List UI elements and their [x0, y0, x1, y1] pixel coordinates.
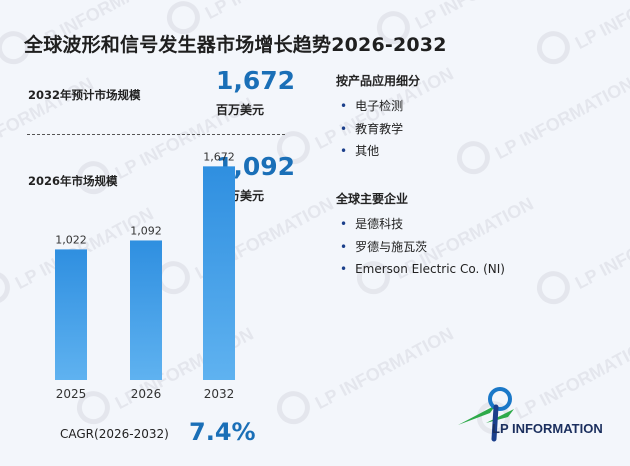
companies-list: 是德科技 罗德与施瓦茨 Emerson Electric Co. (NI): [340, 216, 505, 284]
bar-value-label: 1,022: [55, 233, 87, 246]
company-item: 是德科技: [340, 216, 505, 239]
logo-text: LP INFORMATION: [492, 421, 603, 436]
kpi-divider: [27, 134, 285, 135]
kpi-2032-unit: 百万美元: [216, 103, 265, 117]
segments-title: 按产品应用细分: [336, 74, 421, 88]
kpi-2026-label: 2026年市场规模: [28, 174, 118, 188]
x-tick-label: 2032: [204, 387, 235, 401]
company-item: 罗德与施瓦茨: [340, 239, 505, 262]
page-title: 全球波形和信号发生器市场增长趋势2026-2032: [24, 34, 447, 56]
cagr-value: 7.4%: [189, 418, 256, 446]
companies-title: 全球主要企业: [336, 192, 409, 206]
cagr-label: CAGR(2026-2032): [60, 427, 169, 441]
bar-2032: [203, 166, 235, 380]
bar-2026: [130, 240, 162, 380]
lp-logo-icon: [458, 387, 514, 442]
bar-value-label: 1,672: [203, 150, 235, 163]
x-tick-label: 2025: [56, 387, 87, 401]
kpi-2032-label: 2032年预计市场规模: [28, 88, 141, 102]
segment-item: 教育教学: [340, 121, 403, 144]
bar-2025: [55, 249, 87, 380]
segment-item: 其他: [340, 143, 403, 166]
x-tick-label: 2026: [131, 387, 162, 401]
segment-item: 电子检测: [340, 98, 403, 121]
segments-list: 电子检测 教育教学 其他: [340, 98, 403, 166]
kpi-2032-value: 1,672: [216, 66, 296, 95]
company-item: Emerson Electric Co. (NI): [340, 261, 505, 284]
bar-value-label: 1,092: [130, 224, 162, 237]
